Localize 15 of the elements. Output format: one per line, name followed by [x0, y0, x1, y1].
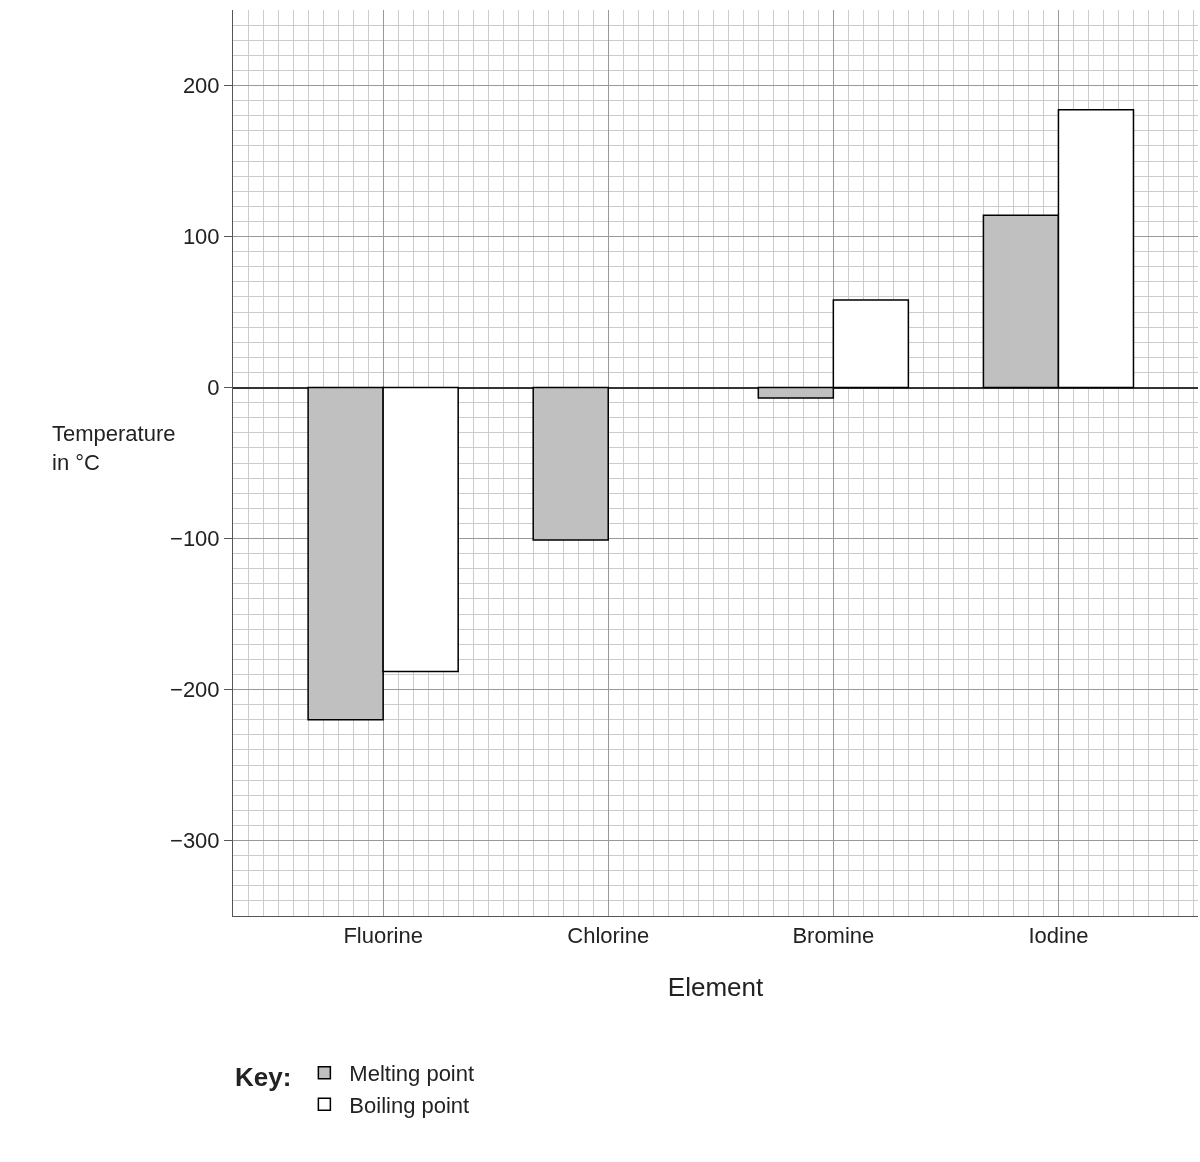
x-tick-label: Bromine — [792, 923, 875, 949]
legend-label: Boiling point — [349, 1092, 470, 1118]
x-axis-title: Element — [667, 972, 764, 1003]
y-tick-label: −200 — [170, 677, 220, 703]
x-tick-label: Chlorine — [567, 923, 650, 949]
legend-title: Key: — [235, 1061, 292, 1092]
y-tick-label: 0 — [207, 375, 220, 401]
y-tick-label: 100 — [182, 224, 220, 250]
y-axis-title: Temperature in °C — [52, 421, 176, 475]
y-tick-label: −300 — [170, 828, 220, 854]
y-tick-label: −100 — [170, 526, 220, 552]
x-tick-label: Fluorine — [343, 923, 423, 949]
x-tick-label: Iodine — [1028, 923, 1089, 949]
legend-label: Melting point — [349, 1061, 475, 1087]
y-tick-label: 200 — [182, 73, 220, 99]
